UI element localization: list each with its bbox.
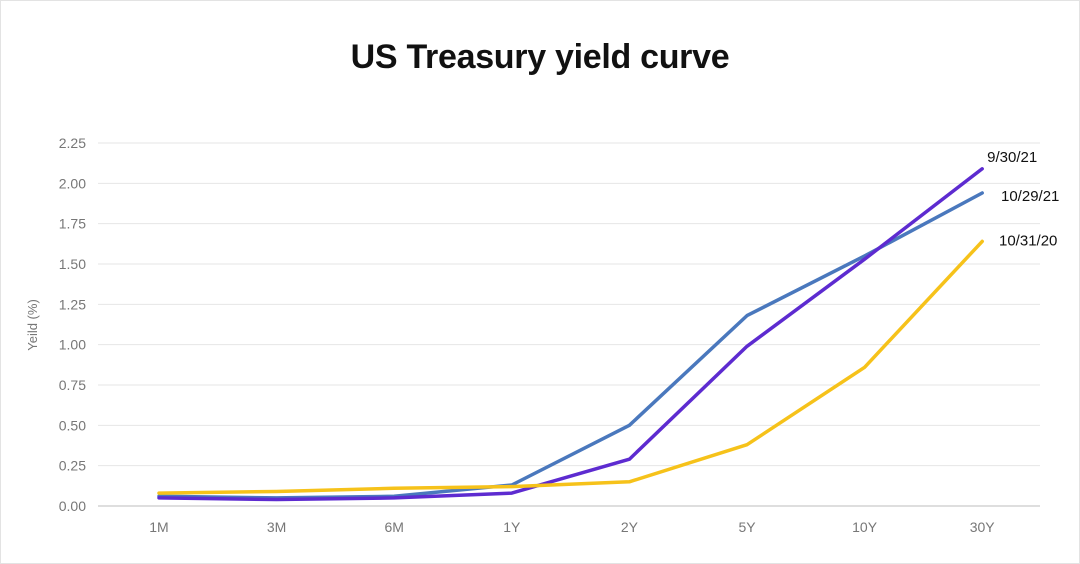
y-axis-ticks: 0.00 0.25 0.50 0.75 1.00 1.25 1.50 1.75 2.00 2.25: [59, 135, 86, 514]
series-label: 10/31/20: [999, 232, 1057, 249]
y-tick-label: 2.00: [59, 175, 86, 191]
x-tick-label: 3M: [267, 519, 286, 535]
x-tick-label: 1M: [149, 519, 168, 535]
y-axis-label: Yeild (%): [25, 299, 40, 351]
grid-lines: [98, 142, 1040, 507]
series-label: 9/30/21: [987, 149, 1037, 166]
x-tick-label: 2Y: [621, 519, 639, 535]
y-tick-label: 1.50: [59, 256, 86, 272]
series-labels: 10/29/21 9/30/21 10/31/20: [987, 149, 1059, 250]
series-label: 10/29/21: [1001, 188, 1059, 205]
y-tick-label: 0.75: [59, 377, 86, 393]
series-line: [157, 239, 984, 495]
chart-title: US Treasury yield curve: [350, 38, 730, 76]
series-line: [157, 167, 984, 502]
y-tick-label: 2.25: [59, 135, 86, 151]
y-tick-label: 0.25: [59, 458, 86, 474]
y-tick-label: 1.75: [59, 216, 86, 232]
series-line: [157, 191, 984, 500]
x-tick-label: 5Y: [738, 519, 756, 535]
y-tick-label: 0.00: [59, 498, 86, 514]
x-tick-label: 6M: [384, 519, 403, 535]
x-tick-label: 30Y: [970, 519, 996, 535]
x-tick-label: 1Y: [503, 519, 521, 535]
y-tick-label: 1.25: [59, 296, 86, 312]
x-axis-ticks: 1M 3M 6M 1Y 2Y 5Y 10Y 30Y: [149, 519, 995, 535]
y-tick-label: 0.50: [59, 417, 86, 433]
series-lines: [157, 167, 984, 502]
y-tick-label: 1.00: [59, 337, 86, 353]
x-tick-label: 10Y: [852, 519, 878, 535]
